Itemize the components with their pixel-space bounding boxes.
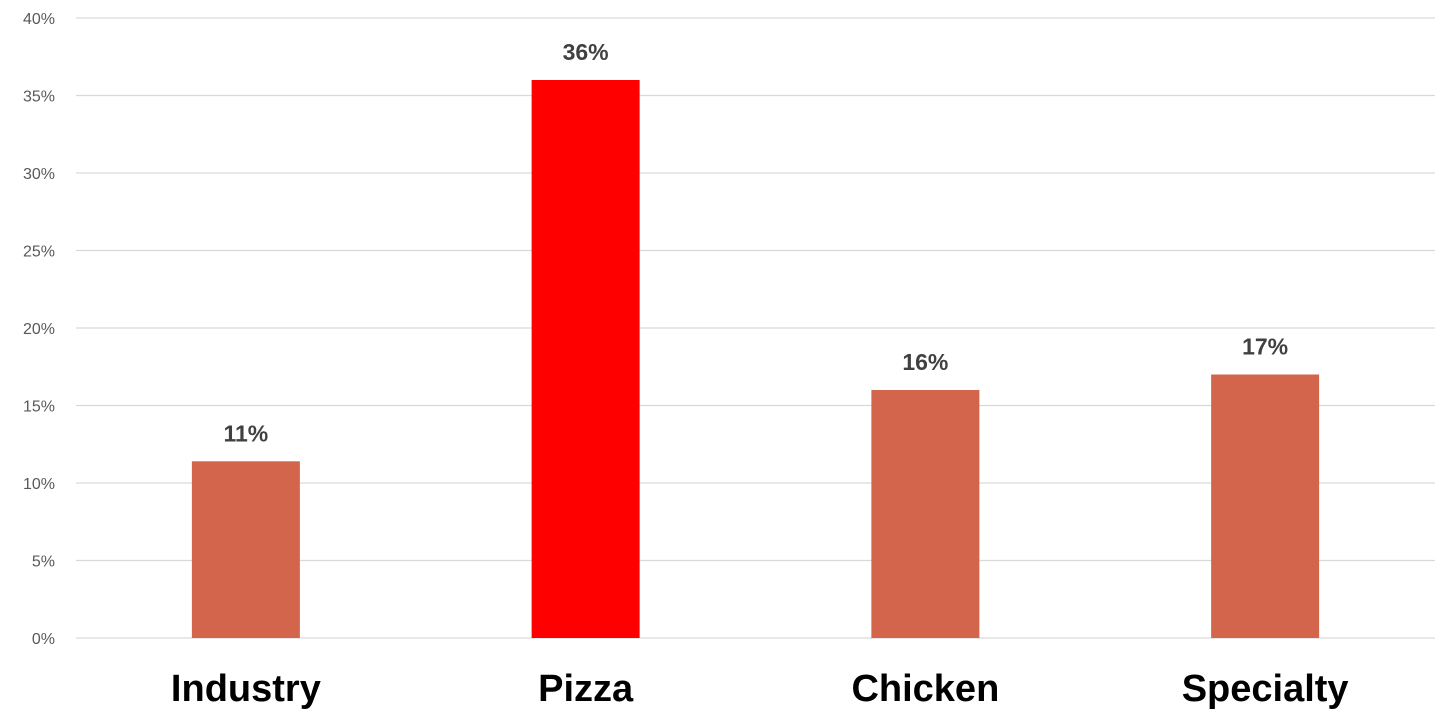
x-tick-label-specialty: Specialty: [1182, 668, 1349, 710]
data-label-industry: 11%: [223, 420, 268, 446]
y-tick-label: 25%: [23, 244, 55, 261]
y-tick-label: 15%: [23, 399, 55, 416]
bar-pizza: [531, 80, 640, 638]
bar-chicken: [871, 390, 980, 638]
data-label-chicken: 16%: [902, 349, 948, 375]
bar-specialty: [1211, 374, 1320, 638]
y-tick-label: 35%: [23, 89, 55, 106]
x-tick-label-industry: Industry: [171, 668, 321, 710]
y-tick-label: 5%: [32, 554, 55, 571]
x-tick-label-chicken: Chicken: [851, 668, 999, 710]
y-tick-label: 20%: [23, 321, 55, 338]
data-label-pizza: 36%: [563, 39, 609, 65]
data-label-specialty: 17%: [1242, 334, 1288, 360]
y-tick-label: 0%: [32, 631, 55, 648]
y-tick-label: 40%: [23, 11, 55, 28]
bars: [191, 80, 1320, 638]
x-tick-label-pizza: Pizza: [538, 668, 634, 710]
data-labels: 11% 36% 16% 17%: [223, 39, 1288, 446]
gridlines: [76, 17, 1435, 639]
y-tick-label: 10%: [23, 476, 55, 493]
bar-industry: [191, 461, 300, 638]
y-axis-tick-labels: 0% 5% 10% 15% 20% 25% 30% 35% 40%: [23, 11, 55, 648]
x-axis-category-labels: Industry Pizza Chicken Specialty: [171, 668, 1349, 710]
y-tick-label: 30%: [23, 166, 55, 183]
